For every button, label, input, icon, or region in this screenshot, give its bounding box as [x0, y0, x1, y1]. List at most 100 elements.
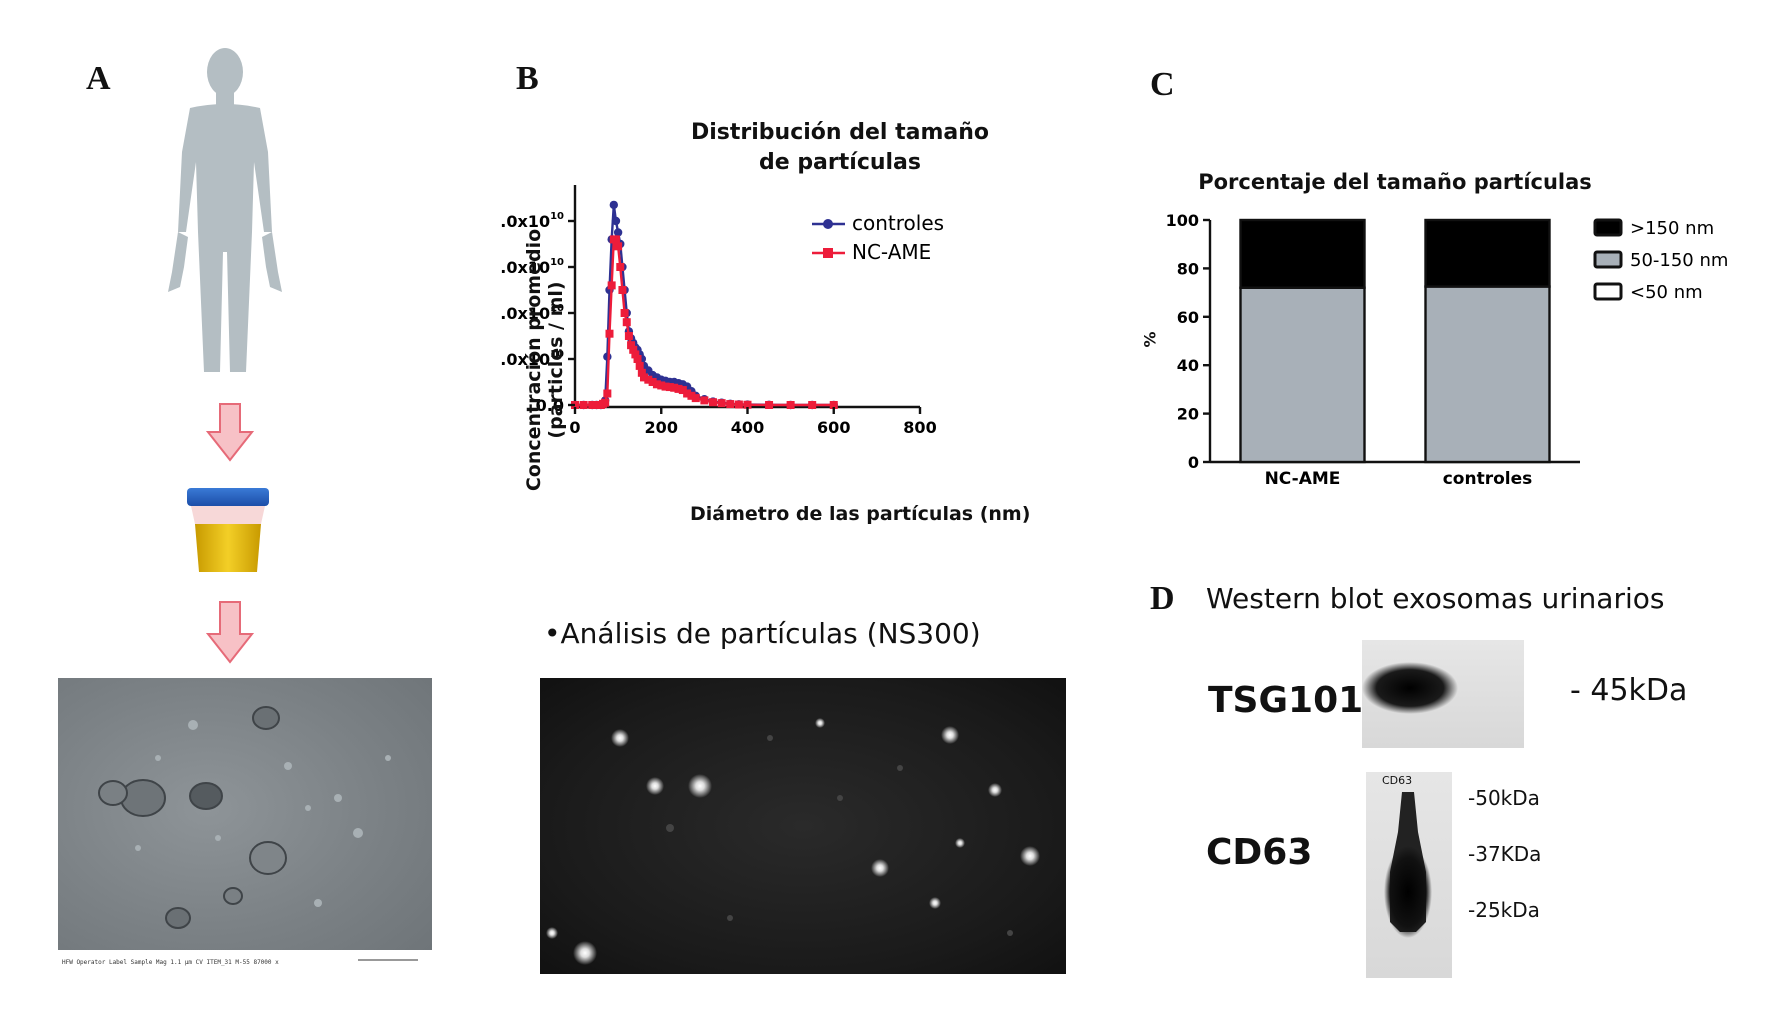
tsg101-marker: - 45kDa [1570, 673, 1688, 708]
chart-c-y-tick-label: 60 [1177, 308, 1199, 327]
chart-c-legend-swatch [1593, 282, 1623, 301]
chart-b-point-nc-ame [691, 394, 700, 403]
chart-b-y-tick-label: 8.0x1010 [500, 211, 564, 231]
urine-sample-cup-icon [187, 488, 269, 572]
chart-b-point-nc-ame [620, 309, 629, 317]
chart-b-point-nc-ame [624, 332, 633, 340]
chart-b-point-nc-ame [627, 341, 636, 350]
chart-b-x-tick-label: 400 [731, 418, 764, 437]
chart-b-legend-marker [823, 219, 833, 229]
chart-b-point-nc-ame [633, 355, 642, 363]
chart-b-y-tick-label: 2.0x1010 [500, 349, 564, 369]
western-blot-title: Western blot exosomas urinarios [1206, 582, 1665, 615]
panel-a-letter: A [86, 60, 111, 97]
chart-b-x-tick-label: 800 [903, 418, 936, 437]
chart-b-point-nc-ame [665, 383, 674, 392]
panel-d-letter: D [1150, 580, 1175, 617]
chart-c-legend-label: >150 nm [1630, 218, 1714, 239]
panel-b-letter: B [516, 60, 539, 97]
chart-b-point-nc-ame [629, 345, 638, 354]
chart-b-point-nc-ame [734, 400, 743, 409]
chart-c-legend-label: <50 nm [1630, 282, 1703, 303]
down-arrow-icon [206, 403, 254, 462]
chart-b-title-line1: Distribución del tamaño [690, 120, 989, 145]
chart-c-bar-segment [1424, 218, 1551, 288]
chart-b-point-controles [613, 228, 623, 237]
chart-b-point-nc-ame [678, 386, 687, 395]
chart-b-y-tick-label: 4.0x1010 [500, 303, 564, 323]
chart-b-point-nc-ame [657, 381, 666, 390]
ns300-subtitle: •Análisis de partículas (NS300) [544, 617, 981, 650]
down-arrow-icon [206, 601, 254, 664]
chart-c-bar-segment [1424, 285, 1551, 464]
chart-c-legend-swatch [1593, 218, 1623, 237]
chart-c-legend-label: 50-150 nm [1630, 250, 1728, 271]
chart-b-point-nc-ame [687, 391, 696, 400]
chart-b-series-line-nc-ame [575, 238, 834, 407]
chart-b-point-nc-ame [652, 380, 661, 389]
chart-b-point-nc-ame [829, 401, 838, 409]
chart-b-point-nc-ame [765, 401, 774, 409]
chart-b-point-nc-ame [616, 263, 625, 271]
chart-b-y-tick-label: 0.0 [536, 396, 564, 415]
chart-b-y-tick-label: 6.0x1010 [500, 257, 564, 277]
chart-b-point-nc-ame [726, 400, 735, 409]
chart-b-series-line-controles [575, 204, 834, 407]
electron-microscopy-image: HFW Operator Label Sample Mag 1.1 µm CV … [58, 678, 432, 968]
chart-b-point-nc-ame [631, 350, 640, 359]
chart-c-ylabel: % [1140, 331, 1160, 348]
chart-c-category-label: controles [1443, 469, 1533, 489]
cd63-marker-37: -37KDa [1468, 842, 1542, 866]
chart-c-y-tick-label: 0 [1188, 453, 1199, 472]
chart-c-category-label: NC-AME [1265, 469, 1341, 489]
chart-b-point-nc-ame [592, 401, 601, 409]
cd63-marker-25: -25kDa [1468, 898, 1540, 922]
chart-b-x-tick-label: 0 [569, 418, 580, 437]
chart-b-title-line2: de partículas [758, 150, 921, 175]
chart-b-legend-label: controles [852, 211, 944, 235]
chart-b-point-nc-ame [603, 389, 612, 398]
chart-b-point-nc-ame [717, 399, 726, 408]
chart-b-point-nc-ame [786, 401, 795, 409]
chart-b-point-nc-ame [637, 368, 646, 377]
chart-b-point-nc-ame [648, 378, 657, 386]
chart-c-legend-swatch [1593, 250, 1623, 269]
chart-b-point-nc-ame [709, 398, 717, 407]
cd63-blot-image: CD63 [1366, 772, 1452, 978]
chart-b-point-nc-ame [670, 383, 679, 392]
chart-b-point-nc-ame [588, 401, 597, 409]
human-silhouette-icon [168, 48, 282, 372]
particle-size-percentage-chart: 0 20 40 60 80 100 NC-AME controles >150 nm 50-15… [1166, 211, 1729, 489]
chart-c-bar-segment [1239, 218, 1366, 289]
panel-c-letter: C [1150, 66, 1175, 103]
particle-size-distribution-chart: 0 200 400 600 800 0.0 2.0x1010 4.0x1010 6.0x1010… [500, 185, 944, 437]
chart-b-point-nc-ame [601, 398, 610, 407]
chart-b-point-controles [603, 352, 612, 361]
chart-b-point-nc-ame [579, 401, 588, 409]
chart-b-point-nc-ame [743, 400, 752, 409]
chart-c-y-tick-label: 20 [1177, 405, 1199, 424]
tsg101-label: TSG101 [1208, 680, 1364, 721]
chart-b-point-nc-ame [622, 318, 631, 327]
chart-c-y-tick-label: 100 [1166, 211, 1199, 230]
cd63-marker-50: -50kDa [1468, 786, 1540, 810]
chart-b-point-controles [609, 200, 619, 210]
em-metadata-text: HFW Operator Label Sample Mag 1.1 µm CV … [62, 959, 279, 966]
chart-b-point-nc-ame [644, 375, 653, 384]
chart-b-point-nc-ame [614, 242, 623, 251]
chart-b-point-nc-ame [635, 361, 644, 370]
cd63-label: CD63 [1206, 832, 1313, 873]
chart-b-ylabel-line2: (particles / ml) [545, 281, 567, 439]
chart-b-point-nc-ame [611, 235, 620, 244]
chart-c-y-tick-label: 40 [1177, 356, 1199, 375]
chart-b-xlabel: Diámetro de las partículas (nm) [690, 503, 1031, 525]
chart-b-point-nc-ame [618, 286, 627, 294]
chart-b-point-nc-ame [605, 329, 614, 338]
chart-b-ylabel-line1: Concentración promedio [523, 228, 545, 492]
chart-b-point-nc-ame [661, 382, 670, 391]
nanoparticle-tracking-image [540, 678, 1066, 974]
chart-c-title: Porcentaje del tamaño partículas [1198, 170, 1592, 194]
chart-b-legend-marker [823, 248, 833, 258]
chart-b-point-nc-ame [683, 389, 692, 398]
cd63-blot-label: CD63 [1382, 774, 1413, 787]
